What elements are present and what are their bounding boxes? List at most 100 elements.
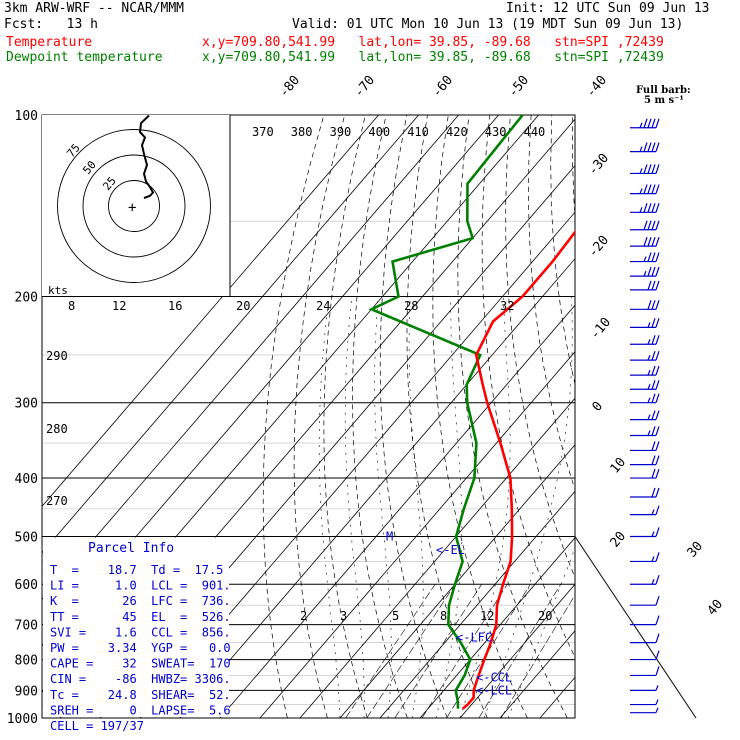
mixing-ratio-line — [345, 584, 436, 718]
isotherm-label: -30 — [586, 151, 613, 179]
wind-barb-full — [651, 252, 656, 262]
wind-barb-full — [655, 280, 660, 291]
wind-barb-full — [651, 410, 656, 420]
moist-adiabat — [374, 296, 392, 718]
isotherm-label: 40 — [705, 597, 727, 619]
wind-barb-half — [647, 384, 651, 390]
isotherm-label: -20 — [586, 233, 613, 261]
parcel-info-row: Tc = 24.8 SHEAR= 52. — [50, 688, 231, 702]
wind-barb-half — [639, 207, 643, 213]
temperature-legend: Temperature — [6, 35, 93, 50]
frame-rect — [41, 114, 576, 719]
wind-barb-full — [655, 552, 660, 562]
wind-barb-full — [651, 220, 656, 230]
wind-barb-half — [639, 146, 643, 152]
theta-label: 410 — [407, 125, 429, 139]
wind-barb-full — [647, 184, 652, 194]
wind-barb-full — [655, 487, 660, 498]
mixing-ratio-line — [366, 584, 456, 718]
parcel-info-row: CAPE = 32 SWEAT= 170 — [50, 657, 231, 671]
moist-adiabat — [507, 547, 575, 718]
hodograph-bg — [42, 115, 230, 296]
isotherm-label: -40 — [584, 73, 611, 101]
mixing-ratio-label: 20 — [236, 299, 250, 313]
parcel-info-row: CELL = 197/37 — [50, 719, 144, 733]
wind-barb-half — [643, 270, 647, 277]
dewpoint-profile — [368, 115, 524, 709]
wind-barb-half — [643, 256, 647, 262]
wind-barb-full — [655, 252, 660, 262]
level-marker: <-EL — [436, 543, 465, 557]
mixing-ratio-label: 5 — [392, 609, 399, 623]
pressure-label-200: 200 — [15, 291, 38, 306]
wind-barb-half — [639, 122, 643, 128]
pressure-label-600: 600 — [15, 578, 38, 593]
wind-barb-half — [647, 397, 651, 403]
hodograph-origin: + — [128, 200, 136, 216]
theta-label: 270 — [46, 494, 68, 508]
theta-label: 380 — [291, 125, 313, 139]
wind-barb-full — [655, 633, 660, 643]
wind-barb-full — [655, 426, 660, 436]
wind-barb-full — [647, 280, 652, 291]
wind-barb-full — [651, 142, 656, 152]
isotherm-label: 10 — [608, 455, 630, 477]
wind-barb-full — [655, 365, 660, 376]
wind-barb-full — [651, 203, 656, 213]
dry-adiabat — [432, 115, 528, 718]
wind-barb-full — [651, 318, 656, 328]
wind-barb-half — [639, 168, 643, 174]
wind-barb-full — [655, 410, 660, 420]
wind-barb-full — [655, 575, 660, 585]
dry-adiabat — [655, 115, 740, 718]
isotherm — [339, 444, 575, 718]
wind-barb-full — [651, 455, 656, 465]
dry-adiabat — [481, 115, 575, 659]
parcel-panel-bg — [43, 537, 229, 717]
wind-barb-full — [651, 118, 656, 128]
barb-legend-units: 5 m s⁻¹ — [644, 95, 684, 106]
wind-barb-full — [647, 252, 652, 262]
wind-barb-full — [647, 236, 652, 247]
isotherm — [499, 630, 575, 718]
wind-barb-full — [655, 615, 660, 625]
hodograph-trace — [138, 114, 155, 199]
wind-barb-full — [643, 220, 648, 230]
pressure-label-700: 700 — [15, 619, 38, 634]
wind-barb-full — [655, 266, 660, 277]
dry-adiabat — [262, 115, 325, 718]
wind-barb-full — [655, 142, 660, 152]
wind-barb-full — [651, 236, 656, 247]
temperature-profile — [461, 229, 575, 710]
wind-barb-full — [651, 487, 656, 498]
wind-barb-full — [655, 527, 660, 537]
wind-barb-full — [655, 318, 660, 328]
wind-barb-full — [655, 350, 660, 361]
init-time: Init: 12 UTC Sun 09 Jun 13 — [506, 1, 710, 16]
wind-barb-half — [647, 430, 651, 436]
wind-barb-half — [651, 579, 655, 585]
wind-barb-full — [651, 393, 656, 403]
wind-barb-full — [643, 164, 648, 174]
wind-barb-full — [647, 164, 652, 174]
isotherm — [42, 115, 419, 554]
isotherm-label: 30 — [685, 539, 707, 561]
hodograph-units: kts — [48, 284, 68, 297]
isotherm — [219, 304, 575, 718]
wind-barb-full — [655, 393, 660, 403]
wind-barb-full — [651, 380, 656, 390]
mixing-ratio-label: 20 — [538, 609, 552, 623]
isotherm — [299, 397, 575, 718]
dry-adiabat — [614, 115, 740, 718]
wind-barb-full — [647, 142, 652, 152]
mixing-ratio-line — [478, 584, 562, 718]
wind-barb-full — [655, 666, 660, 676]
theta-label: 430 — [485, 125, 507, 139]
dewpoint-legend: Dewpoint temperature — [6, 50, 163, 65]
wind-barb-full — [647, 118, 652, 128]
isotherm — [379, 490, 575, 718]
isotherm — [459, 583, 575, 718]
wind-barb-full — [655, 335, 660, 345]
mixing-ratio-label: 12 — [480, 609, 494, 623]
